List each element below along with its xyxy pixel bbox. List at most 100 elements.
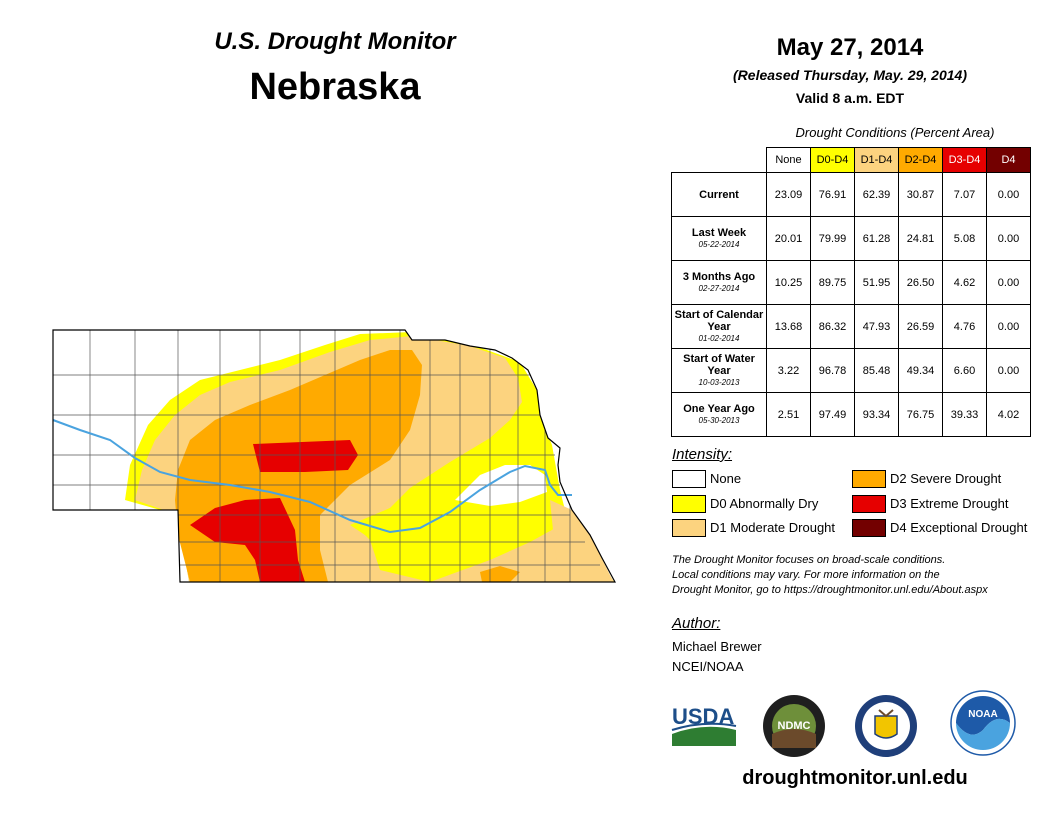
- table-cell: 0.00: [986, 172, 1031, 217]
- table-row: Start of Water Year 10-03-2013 3.22 96.78…: [671, 348, 1031, 393]
- disclaimer-note: The Drought Monitor focuses on broad-sca…: [672, 553, 1052, 598]
- table-row: 3 Months Ago 02-27-2014 10.25 89.75 51.95…: [671, 260, 1031, 305]
- legend-title: Intensity:: [672, 446, 733, 463]
- row-label-water-year: Start of Water Year 10-03-2013: [671, 348, 767, 393]
- noaa-logo: NOAA: [950, 690, 1016, 756]
- table-cell: 51.95: [854, 260, 899, 305]
- row-label-text: Start of Water Year: [683, 352, 755, 377]
- table-header-row: None D0-D4 D1-D4 D2-D4 D3-D4 D4: [672, 147, 1031, 173]
- col-d0-d4: D0-D4: [810, 147, 855, 173]
- table-cell: 0.00: [986, 260, 1031, 305]
- table-cell: 3.22: [766, 348, 811, 393]
- state-boundary: [52, 329, 617, 583]
- table-cell: 4.76: [942, 304, 987, 349]
- page-title: Nebraska: [249, 66, 421, 108]
- table-row: Last Week 05-22-2014 20.01 79.99 61.28 24…: [671, 216, 1031, 261]
- ndmc-logo: NDMC: [763, 695, 825, 757]
- release-date: (Released Thursday, May. 29, 2014): [733, 67, 967, 83]
- legend-label: D2 Severe Drought: [890, 471, 1002, 486]
- table-cell: 20.01: [766, 216, 811, 261]
- row-label-text: Current: [699, 188, 739, 201]
- row-label-one-year: One Year Ago 05-30-2013: [671, 392, 767, 437]
- table-cell: 49.34: [898, 348, 943, 393]
- row-label-text: 3 Months Ago: [682, 270, 756, 283]
- table-cell: 13.68: [766, 304, 811, 349]
- table-cell: 86.32: [810, 304, 855, 349]
- valid-time: Valid 8 a.m. EDT: [795, 90, 905, 106]
- drought-conditions-table: None D0-D4 D1-D4 D2-D4 D3-D4 D4 Current …: [671, 147, 1031, 437]
- table-cell: 26.50: [898, 260, 943, 305]
- table-cell: 79.99: [810, 216, 855, 261]
- table-cell: 96.78: [810, 348, 855, 393]
- table-cell: 0.00: [986, 304, 1031, 349]
- platte-river: [52, 419, 572, 534]
- row-label-text: Start of Calendar Year: [674, 308, 764, 333]
- table-cell: 23.09: [766, 172, 811, 217]
- row-date: 02-27-2014: [698, 283, 740, 293]
- table-row: One Year Ago 05-30-2013 2.51 97.49 93.34 …: [671, 392, 1031, 437]
- table-caption: Drought Conditions (Percent Area): [795, 125, 995, 140]
- website-url[interactable]: droughtmonitor.unl.edu: [742, 767, 968, 789]
- table-cell: 4.02: [986, 392, 1031, 437]
- col-d4: D4: [986, 147, 1031, 173]
- table-cell: 97.49: [810, 392, 855, 437]
- d3-area-south: [190, 498, 305, 582]
- legend-label: D4 Exceptional Drought: [890, 520, 1028, 535]
- table-cell: 0.00: [986, 216, 1031, 261]
- table-cell: 39.33: [942, 392, 987, 437]
- table-cell: 85.48: [854, 348, 899, 393]
- table-cell: 24.81: [898, 216, 943, 261]
- legend-swatch: [852, 470, 886, 488]
- col-d2-d4: D2-D4: [898, 147, 943, 173]
- table-cell: 62.39: [854, 172, 899, 217]
- nebraska-drought-map: [52, 329, 617, 583]
- legend-label: D1 Moderate Drought: [710, 520, 836, 535]
- row-label-text: One Year Ago: [683, 402, 755, 415]
- note-line: Drought Monitor, go to https://droughtmo…: [672, 584, 988, 596]
- row-date: 01-02-2014: [698, 333, 740, 343]
- legend-swatch: [672, 470, 706, 488]
- table-cell: 7.07: [942, 172, 987, 217]
- author-heading: Author:: [672, 615, 721, 632]
- table-cell: 6.60: [942, 348, 987, 393]
- note-line: The Drought Monitor focuses on broad-sca…: [672, 554, 946, 566]
- legend-swatch: [672, 519, 706, 537]
- table-cell: 61.28: [854, 216, 899, 261]
- ndmc-logo-text: NDMC: [778, 720, 811, 732]
- col-d1-d4: D1-D4: [854, 147, 899, 173]
- row-label-text: Last Week: [691, 226, 747, 239]
- col-d3-d4: D3-D4: [942, 147, 987, 173]
- author-info: Michael Brewer NCEI/NOAA: [672, 637, 762, 677]
- table-cell: 2.51: [766, 392, 811, 437]
- legend-swatch: [852, 495, 886, 513]
- commerce-seal: [855, 695, 917, 757]
- table-cell: 47.93: [854, 304, 899, 349]
- row-date: 05-30-2013: [698, 415, 740, 425]
- row-label-current: Current: [671, 172, 767, 217]
- table-cell: 26.59: [898, 304, 943, 349]
- row-label-3-months: 3 Months Ago 02-27-2014: [671, 260, 767, 305]
- map-date: May 27, 2014: [776, 34, 924, 61]
- table-cell: 93.34: [854, 392, 899, 437]
- none-platte-area: [455, 465, 547, 506]
- table-cell: 4.62: [942, 260, 987, 305]
- noaa-logo-text: NOAA: [968, 709, 997, 720]
- col-none: None: [766, 147, 811, 173]
- row-date: 10-03-2013: [698, 377, 740, 387]
- map-subtitle: U.S. Drought Monitor: [214, 28, 456, 55]
- table-cell: 5.08: [942, 216, 987, 261]
- table-row: Start of Calendar Year 01-02-2014 13.68 8…: [671, 304, 1031, 349]
- table-cell: 30.87: [898, 172, 943, 217]
- table-cell: 76.91: [810, 172, 855, 217]
- table-cell: 10.25: [766, 260, 811, 305]
- legend-swatch: [672, 495, 706, 513]
- table-cell: 76.75: [898, 392, 943, 437]
- county-lines: [53, 330, 600, 582]
- legend-swatch: [852, 519, 886, 537]
- table-cell: 0.00: [986, 348, 1031, 393]
- row-label-last-week: Last Week 05-22-2014: [671, 216, 767, 261]
- table-corner: [672, 148, 767, 173]
- table-cell: 89.75: [810, 260, 855, 305]
- d3-area-north: [253, 440, 358, 472]
- author-org: NCEI/NOAA: [672, 659, 744, 674]
